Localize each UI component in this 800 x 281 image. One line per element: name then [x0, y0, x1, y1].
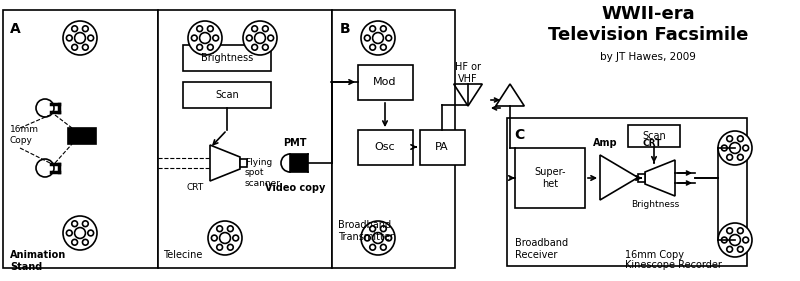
Text: Flying
spot
scanner: Flying spot scanner	[245, 158, 281, 188]
Bar	[240, 159, 247, 167]
Text: Brightness: Brightness	[201, 53, 253, 63]
Text: 16mm
Copy: 16mm Copy	[10, 125, 39, 145]
Circle shape	[188, 21, 222, 55]
Circle shape	[63, 21, 97, 55]
Circle shape	[718, 223, 752, 257]
Bar	[158, 10, 332, 268]
Bar	[68, 128, 96, 144]
Text: Osc: Osc	[374, 142, 395, 152]
Text: Video copy: Video copy	[265, 183, 325, 193]
Text: Amp: Amp	[593, 138, 618, 148]
Text: Scan: Scan	[642, 131, 666, 141]
Bar	[183, 82, 271, 108]
Text: C: C	[514, 128, 524, 142]
Text: 16mm Copy: 16mm Copy	[625, 250, 684, 260]
Bar	[290, 154, 308, 172]
Text: Scan: Scan	[215, 90, 239, 100]
Circle shape	[361, 221, 395, 255]
Bar	[358, 65, 413, 100]
Circle shape	[208, 221, 242, 255]
Circle shape	[361, 21, 395, 55]
Bar	[183, 45, 271, 71]
Text: Telecine: Telecine	[163, 250, 202, 260]
Text: WWII-era
Television Facsimile: WWII-era Television Facsimile	[548, 5, 748, 44]
Text: CRT: CRT	[642, 139, 662, 148]
Text: CRT: CRT	[186, 183, 204, 192]
Bar	[628, 125, 680, 147]
Text: PMT: PMT	[283, 138, 306, 148]
Text: Kinescope Recorder: Kinescope Recorder	[625, 260, 722, 270]
Bar	[515, 148, 585, 208]
Text: Super-
het: Super- het	[534, 167, 566, 189]
Circle shape	[718, 131, 752, 165]
Circle shape	[243, 21, 277, 55]
Text: HF or
VHF: HF or VHF	[455, 62, 481, 84]
Text: PA: PA	[435, 142, 449, 152]
Bar	[332, 10, 455, 268]
Bar	[358, 130, 413, 165]
Bar	[638, 174, 645, 182]
Bar	[3, 10, 158, 268]
Text: Mod: Mod	[374, 77, 397, 87]
Text: Brightness: Brightness	[631, 200, 679, 209]
Text: B: B	[340, 22, 350, 36]
Bar	[507, 118, 747, 266]
Text: Animation
Stand: Animation Stand	[10, 250, 66, 272]
Circle shape	[63, 216, 97, 250]
Text: by JT Hawes, 2009: by JT Hawes, 2009	[600, 52, 696, 62]
Text: Broadband
Transmitter: Broadband Transmitter	[338, 220, 394, 242]
Bar	[420, 130, 465, 165]
Text: Broadband
Receiver: Broadband Receiver	[515, 238, 568, 260]
Text: A: A	[10, 22, 21, 36]
Wedge shape	[281, 154, 290, 172]
